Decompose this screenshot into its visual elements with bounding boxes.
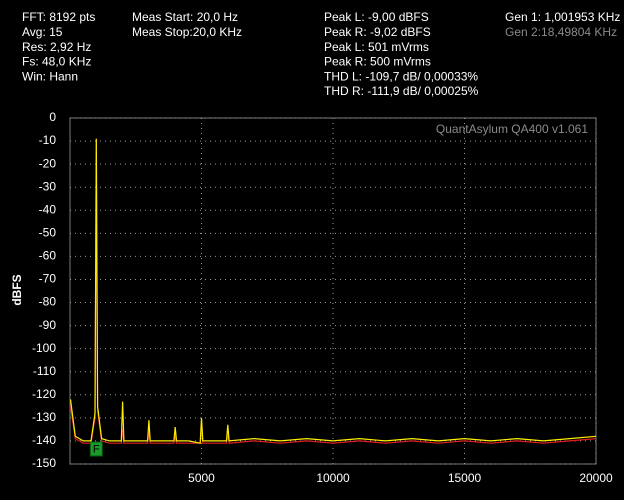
y-tick-label: -60	[39, 249, 57, 263]
y-tick-label: -90	[39, 318, 57, 332]
header-text: THD R: -111,9 dB/ 0,00025%	[324, 84, 479, 98]
header-text: Gen 2:18,49804 KHz	[505, 25, 617, 39]
header-text: Fs: 48,0 KHz	[22, 55, 91, 69]
header-text: Res: 2,92 Hz	[22, 40, 91, 54]
header-text: Avg: 15	[22, 25, 63, 39]
y-tick-label: -100	[32, 341, 56, 355]
marker-label: F	[93, 443, 100, 455]
header-text: Peak R: -9,02 dBFS	[324, 25, 431, 39]
header-text: Meas Start: 20,0 Hz	[132, 10, 238, 24]
spectrum-line	[70, 138, 596, 444]
header-text: Gen 1: 1,001953 KHz	[505, 10, 620, 24]
y-tick-label: -20	[39, 156, 57, 170]
y-tick-label: -40	[39, 202, 57, 216]
plot-area	[69, 117, 597, 465]
header-text: THD L: -109,7 dB/ 0,00033%	[324, 69, 478, 83]
header-text: Peak R: 500 mVrms	[324, 55, 431, 69]
spectrum-line	[70, 138, 596, 444]
header-text: Win: Hann	[22, 69, 78, 83]
y-tick-label: -50	[39, 226, 57, 240]
y-tick-label: 0	[49, 110, 56, 124]
marker-box	[89, 441, 103, 457]
x-tick-label: 20000	[579, 471, 613, 485]
header-text: Peak L: 501 mVrms	[324, 40, 429, 54]
y-tick-label: -140	[32, 433, 56, 447]
y-tick-label: -10	[39, 133, 57, 147]
x-tick-label: 10000	[316, 471, 350, 485]
marker: F	[89, 441, 103, 457]
y-tick-label: -130	[32, 410, 56, 424]
y-tick-label: -30	[39, 179, 57, 193]
y-tick-label: -80	[39, 295, 57, 309]
header-text: Meas Stop:20,0 KHz	[132, 25, 242, 39]
watermark: QuantAsylum QA400 v1.061	[436, 122, 588, 136]
header-text: FFT: 8192 pts	[22, 10, 95, 24]
y-tick-label: -110	[33, 364, 56, 378]
y-axis-label: dBFS	[10, 274, 24, 305]
header-text: Peak L: -9,00 dBFS	[324, 10, 429, 24]
x-tick-label: 15000	[448, 471, 482, 485]
x-tick-label: 5000	[188, 471, 215, 485]
y-tick-label: -120	[32, 387, 56, 401]
y-tick-label: -150	[32, 456, 56, 470]
y-tick-label: -70	[39, 272, 57, 286]
